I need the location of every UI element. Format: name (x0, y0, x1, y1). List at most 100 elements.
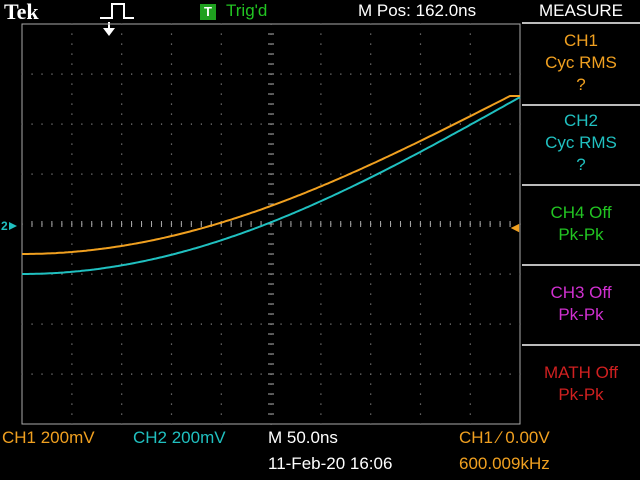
grid-dot (220, 153, 222, 155)
grid-dot (320, 163, 322, 165)
grid-dot (190, 173, 193, 175)
grid-dot (360, 73, 362, 75)
grid-dot (170, 203, 173, 205)
grid-dot (290, 373, 292, 375)
grid-dot (419, 113, 422, 115)
grid-dot (380, 123, 382, 125)
grid-dot (240, 173, 242, 175)
grid-dot (121, 323, 123, 325)
grid-dot (340, 323, 342, 325)
grid-dot (190, 73, 193, 75)
grid-dot (220, 253, 222, 255)
grid-dot (180, 273, 183, 275)
grid-dot (320, 313, 322, 315)
grid-dot (320, 213, 322, 215)
grid-dot (141, 123, 143, 125)
measure-ch4-pk-pk-button[interactable]: CH4 Off Pk-Pk (522, 202, 640, 246)
grid-dot (320, 43, 322, 45)
grid-dot (61, 173, 63, 175)
grid-dot (170, 143, 173, 145)
ch2-ground-marker[interactable]: 2 (1, 219, 8, 233)
grid-dot (320, 393, 322, 395)
grid-dot (320, 353, 322, 355)
grid-dot (419, 33, 422, 35)
grid-dot (131, 73, 133, 75)
grid-dot (469, 263, 471, 265)
grid-dot (71, 263, 73, 265)
trigger-badge: T (200, 4, 216, 20)
grid-dot (469, 163, 471, 165)
grid-dot (380, 373, 382, 375)
grid-dot (469, 33, 471, 35)
trigger-level-marker[interactable]: ◄ (508, 219, 522, 235)
grid-dot (390, 123, 392, 125)
grid-dot (280, 273, 282, 275)
grid-dot (340, 273, 342, 275)
grid-dot (300, 273, 302, 275)
measure-ch3-pk-pk-button[interactable]: CH3 Off Pk-Pk (522, 282, 640, 326)
grid-dot (101, 73, 103, 75)
grid-dot (210, 373, 212, 375)
menu-line: ? (576, 75, 586, 94)
grid-dot (170, 43, 173, 45)
grid-dot (111, 73, 113, 75)
grid-dot (121, 33, 123, 35)
grid-dot (240, 373, 242, 375)
menu-divider (522, 184, 640, 186)
grid-dot (479, 73, 481, 75)
grid-dot (419, 93, 422, 95)
grid-dot (469, 143, 471, 145)
grid-dot (170, 123, 173, 125)
measure-ch2-cyc-rms-button[interactable]: CH2 Cyc RMS ? (522, 110, 640, 176)
measure-ch1-cyc-rms-button[interactable]: CH1 Cyc RMS ? (522, 30, 640, 96)
brand-logo: Tek (4, 0, 39, 24)
grid-dot (170, 263, 173, 265)
grid-dot (519, 373, 521, 375)
menu-line: Cyc RMS (545, 53, 617, 72)
grid-dot (170, 213, 173, 215)
grid-dot (439, 123, 442, 125)
grid-dot (121, 153, 123, 155)
measure-math-pk-pk-button[interactable]: MATH Off Pk-Pk (522, 362, 640, 406)
menu-line: CH3 Off (550, 283, 612, 302)
grid-dot (310, 373, 312, 375)
grid-dot (449, 73, 451, 75)
grid-dot (170, 373, 173, 375)
grid-dot (230, 123, 232, 125)
grid-dot (71, 143, 73, 145)
grid-dot (459, 73, 461, 75)
grid-dot (121, 113, 123, 115)
grid-dot (220, 423, 222, 425)
grid-dot (340, 73, 342, 75)
grid-dot (300, 173, 302, 175)
grid-dot (220, 143, 222, 145)
grid-dot (220, 133, 222, 135)
grid-dot (320, 153, 322, 155)
grid-dot (91, 123, 93, 125)
grid-dot (71, 293, 73, 295)
grid-dot (230, 323, 232, 325)
grid-dot (21, 373, 23, 375)
grid-dot (121, 133, 123, 135)
grid-dot (290, 73, 292, 75)
grid-dot (170, 323, 173, 325)
grid-dot (370, 403, 372, 405)
grid-dot (469, 343, 471, 345)
grid-dot (350, 373, 352, 375)
grid-dot (370, 253, 372, 255)
grid-dot (150, 173, 153, 175)
grid-dot (370, 323, 372, 325)
grid-dot (220, 23, 222, 25)
grid-dot (509, 323, 511, 325)
grid-dot (200, 123, 202, 125)
grid-dot (71, 83, 73, 85)
frequency-readout: 600.009kHz (459, 454, 550, 473)
grid-dot (170, 273, 173, 275)
grid-dot (170, 243, 173, 245)
grid-dot (300, 123, 302, 125)
grid-dot (240, 73, 242, 75)
waveform-display[interactable]: 2 ◄ (0, 22, 522, 426)
grid-dot (121, 313, 123, 315)
grid-dot (469, 243, 471, 245)
grid-dot (409, 323, 412, 325)
